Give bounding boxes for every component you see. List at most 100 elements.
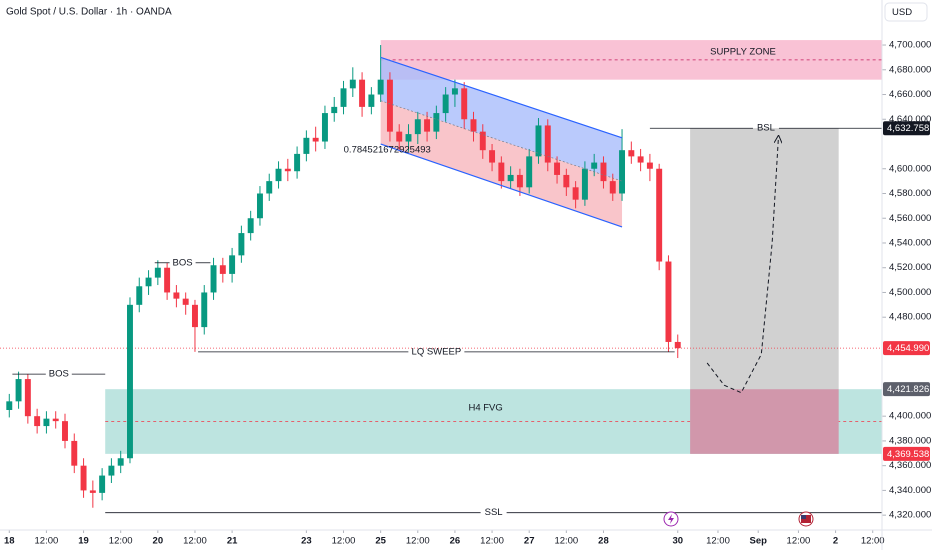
candle-body: [498, 162, 505, 182]
candle-body: [52, 418, 59, 422]
candle-body: [600, 162, 607, 182]
x-tick-label: 12:00: [35, 536, 59, 547]
y-tick-label: 4,400.000: [889, 411, 931, 422]
price-label-box: [883, 121, 930, 136]
candle-body: [563, 174, 570, 188]
candle-body: [414, 119, 421, 135]
supply-zone: [380, 40, 882, 80]
candle-body: [628, 150, 635, 157]
x-tick-label: 12:00: [109, 536, 133, 547]
candle-body: [489, 150, 496, 163]
candle-body: [219, 265, 226, 274]
x-tick-label: 12:00: [706, 536, 730, 547]
price-label-box: [883, 341, 930, 356]
level-label: SSL: [485, 507, 503, 518]
y-tick-label: 4,640.000: [889, 114, 931, 125]
candle-body: [275, 168, 282, 182]
price-label-box: [883, 382, 930, 397]
candle-body: [619, 150, 626, 194]
candle-body: [247, 218, 254, 234]
candle-body: [554, 162, 561, 175]
x-tick-label: 23: [301, 536, 312, 547]
candle-body: [312, 137, 319, 142]
level-label: BOS: [173, 257, 193, 268]
currency-label[interactable]: USD: [892, 7, 912, 18]
channel-upper-fill: [380, 57, 623, 182]
candle-body: [674, 341, 681, 349]
y-tick-label: 4,540.000: [889, 237, 931, 248]
candle-body: [442, 94, 449, 114]
candle-body: [294, 153, 301, 172]
y-tick-label: 4,560.000: [889, 213, 931, 224]
candle-body: [229, 255, 236, 274]
candle-body: [516, 174, 523, 188]
candle-body: [646, 162, 653, 169]
candle-body: [34, 416, 41, 427]
candle-body: [656, 168, 663, 262]
event-icon[interactable]: [663, 511, 679, 527]
candle-body: [535, 125, 542, 157]
candle-body: [572, 187, 579, 200]
x-tick-label: 12:00: [183, 536, 207, 547]
candle-body: [331, 106, 338, 114]
x-tick-label: 20: [153, 536, 164, 547]
candle-body: [405, 134, 412, 142]
x-tick-label: 19: [78, 536, 89, 547]
y-tick-label: 4,380.000: [889, 435, 931, 446]
y-tick-label: 4,700.000: [889, 40, 931, 51]
candle-body: [6, 401, 13, 410]
candle-body: [470, 119, 477, 132]
candle-body: [266, 181, 273, 194]
candle-body: [424, 119, 431, 132]
target-overlap: [690, 389, 839, 454]
flag-canton: [801, 515, 806, 519]
x-tick-label: 12:00: [787, 536, 811, 547]
y-tick-label: 4,660.000: [889, 89, 931, 100]
candle-body: [99, 475, 106, 493]
candle-body: [284, 168, 291, 172]
y-tick-label: 4,500.000: [889, 287, 931, 298]
projection-path: [706, 139, 778, 394]
candle-body: [526, 156, 533, 188]
candle-body: [80, 465, 87, 491]
fvg-label: H4 FVG: [468, 403, 502, 414]
supply-zone-label: SUPPLY ZONE: [710, 46, 776, 57]
level-label: BSL: [757, 123, 775, 134]
candle-body: [461, 88, 468, 120]
candle-body: [544, 125, 551, 163]
x-tick-label: Sep: [749, 536, 767, 547]
candle-body: [396, 131, 403, 142]
channel-middle: [380, 100, 623, 182]
candle-body: [89, 490, 96, 493]
candle-body: [136, 286, 143, 305]
candle-body: [479, 131, 486, 151]
candle-body: [665, 261, 672, 342]
y-tick-label: 4,340.000: [889, 485, 931, 496]
y-tick-label: 4,320.000: [889, 510, 931, 521]
candle-body: [581, 168, 588, 200]
y-tick-label: 4,480.000: [889, 312, 931, 323]
candle-body: [173, 292, 180, 299]
y-tick-label: 4,680.000: [889, 64, 931, 75]
flag-icon[interactable]: [798, 511, 814, 527]
x-tick-label: 2: [833, 536, 838, 547]
price-label: 4,632.758: [887, 123, 929, 134]
candle-body: [238, 233, 245, 256]
y-tick-label: 4,520.000: [889, 262, 931, 273]
y-tick-label: 4,580.000: [889, 188, 931, 199]
candle-body: [145, 277, 152, 287]
candle-body: [15, 379, 22, 402]
candle-body: [386, 79, 393, 132]
candle-body: [637, 156, 644, 163]
candle-body: [609, 181, 616, 194]
candle-body: [201, 292, 208, 328]
price-label: 4,369.538: [887, 449, 929, 460]
target-box: [690, 128, 839, 390]
currency-button[interactable]: [884, 2, 928, 22]
candle-body: [321, 113, 328, 142]
x-tick-label: 30: [672, 536, 683, 547]
candle-body: [108, 465, 115, 476]
x-tick-label: 12:00: [554, 536, 578, 547]
candle-body: [164, 267, 171, 293]
